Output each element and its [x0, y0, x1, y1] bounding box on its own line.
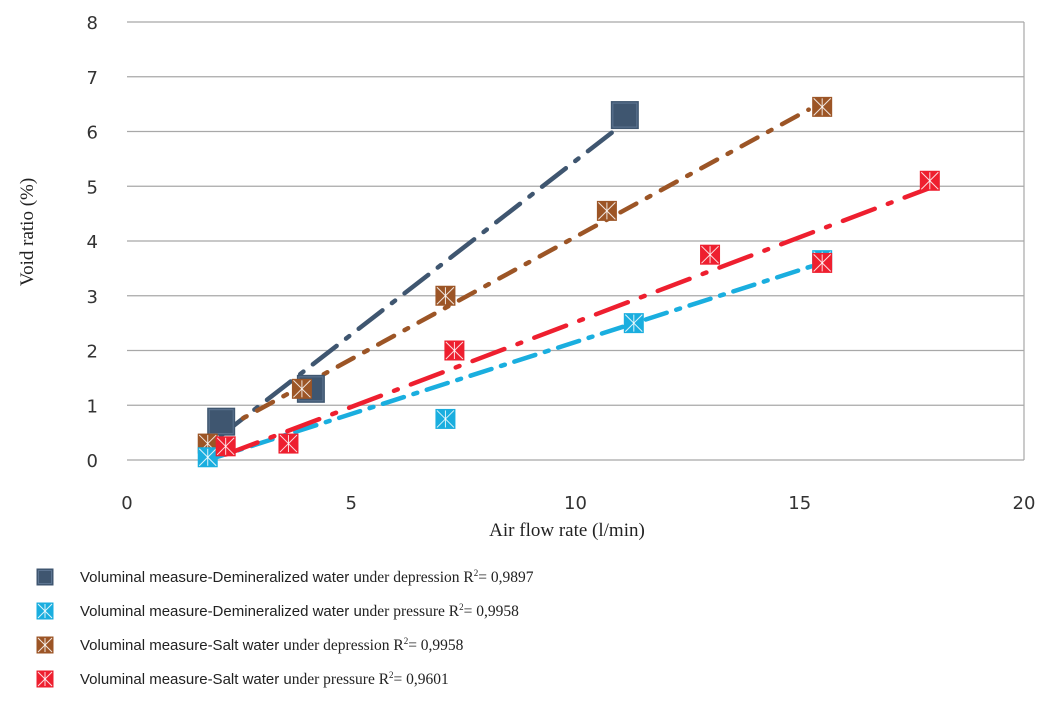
legend-label: Voluminal measure-Salt water under depre…	[80, 634, 463, 658]
trend-line-series-2	[214, 107, 811, 435]
legend-label-part: nder depression R	[361, 569, 474, 586]
legend-marker-demin-pressure	[36, 602, 54, 620]
gridlines	[127, 21, 1025, 461]
y-tick-label: 1	[87, 396, 98, 417]
data-point-series-2	[812, 96, 833, 117]
x-tick-label: 10	[564, 493, 587, 514]
legend-label-part: nder pressure R	[361, 603, 460, 620]
legend-label-part: nder depression R	[291, 637, 404, 654]
legend-r2-value: = 0,9958	[408, 637, 464, 654]
y-axis-label: Void ratio (%)	[17, 178, 38, 286]
legend-symbol	[36, 602, 54, 620]
legend-marker-salt-pressure	[36, 670, 54, 688]
legend-label-part: Voluminal measure-Salt water u	[80, 637, 292, 654]
y-tick-labels: 0 1 2 3 4 5 6 7 8	[87, 13, 98, 472]
legend-label: Voluminal measure-Demineralized water un…	[80, 600, 519, 624]
legend-label-part: Voluminal measure-Demineralized water u	[80, 603, 362, 620]
legend-superscript: 2	[403, 636, 409, 646]
data-point-series-3	[215, 436, 236, 457]
legend-superscript: 2	[459, 602, 464, 612]
y-tick-label: 2	[87, 342, 98, 363]
legend-r2-value: = 0,9601	[393, 671, 449, 688]
data-point-series-2	[435, 285, 456, 306]
data-point-series-3	[278, 433, 299, 454]
legend-label-part: Voluminal measure-Salt water u	[80, 671, 292, 688]
legend-symbol	[36, 636, 54, 654]
x-tick-label: 20	[1013, 493, 1036, 514]
data-point-series-0	[610, 101, 639, 130]
y-tick-label: 0	[87, 451, 98, 472]
y-tick-label: 8	[87, 13, 98, 34]
trend-lines	[205, 107, 937, 463]
data-point-series-2	[291, 378, 312, 399]
legend-superscript: 2	[473, 568, 479, 578]
chart: 0 1 2 3 4 5 6 7 8 0 5 10 15 20 Air flow rate (l/min)…	[17, 13, 1035, 541]
y-tick-label: 3	[87, 287, 98, 308]
data-point-series-0	[207, 407, 236, 436]
legend-marker-salt-depression	[36, 636, 54, 654]
legend-r2-value: = 0,9897	[478, 569, 534, 586]
y-tick-label: 7	[87, 68, 98, 89]
x-tick-labels: 0 5 10 15 20	[121, 493, 1035, 514]
legend-label: Voluminal measure-Salt water under press…	[80, 668, 449, 692]
data-point-series-3	[919, 170, 940, 191]
y-tick-label: 4	[87, 232, 98, 253]
y-tick-label: 6	[87, 123, 98, 144]
legend-symbol	[36, 568, 54, 586]
x-tick-label: 15	[788, 493, 811, 514]
legend-label-part: Voluminal measure-Demineralized water u	[80, 569, 362, 586]
data-points	[197, 96, 940, 468]
legend-label: Voluminal measure-Demineralized water un…	[80, 566, 533, 590]
data-point-series-3	[812, 252, 833, 273]
data-point-series-3	[700, 244, 721, 265]
trend-line-series-3	[223, 184, 937, 457]
x-tick-label: 0	[121, 493, 132, 514]
trend-line-series-1	[205, 260, 825, 463]
legend-symbol	[36, 670, 54, 688]
y-tick-label: 5	[87, 177, 98, 198]
data-point-series-2	[596, 200, 617, 221]
data-point-series-1	[197, 447, 218, 468]
data-point-series-3	[444, 340, 465, 361]
data-point-series-1	[623, 313, 644, 334]
legend-r2-value: = 0,9958	[463, 603, 519, 620]
legend-marker-demin-depression	[36, 568, 54, 586]
x-tick-label: 5	[346, 493, 357, 514]
legend-label-part: nder pressure R	[291, 671, 390, 688]
legend-superscript: 2	[389, 670, 394, 680]
x-axis-label: Air flow rate (l/min)	[489, 520, 645, 541]
data-point-series-1	[435, 408, 456, 429]
trend-line-series-0	[218, 123, 623, 438]
